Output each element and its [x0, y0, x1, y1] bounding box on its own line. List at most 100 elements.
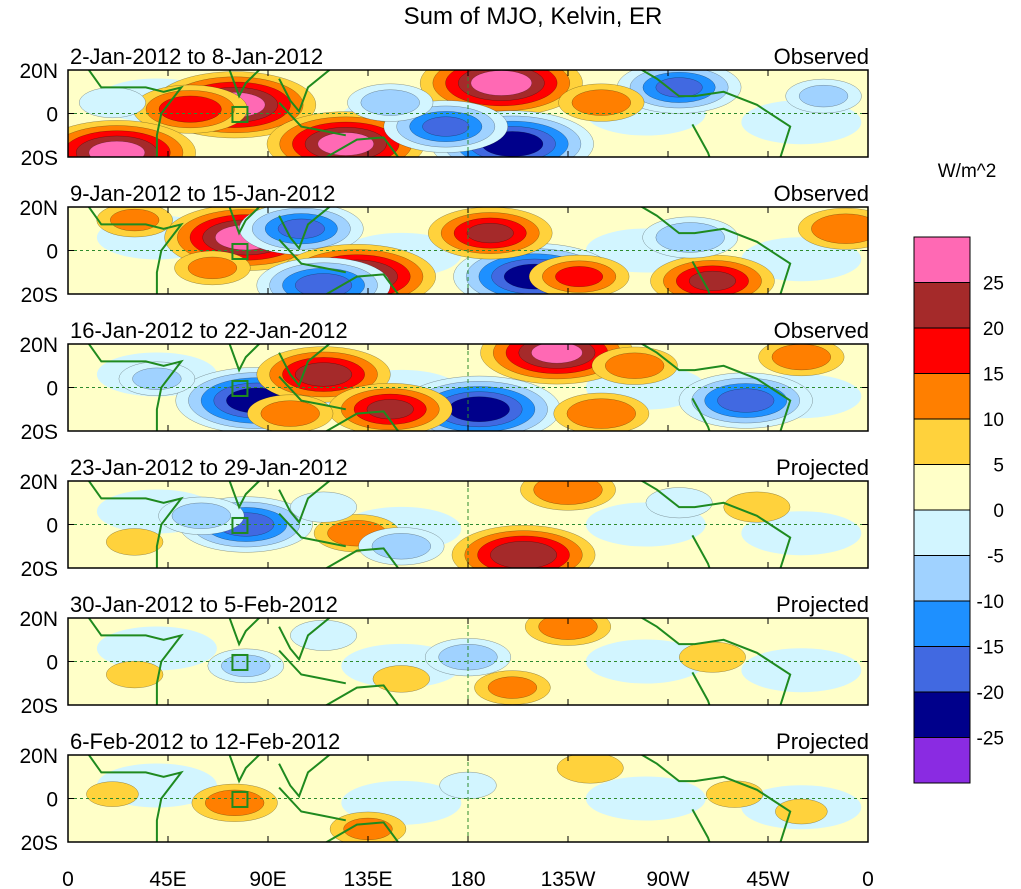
south-america-west-coast [691, 397, 711, 431]
y-tick-label: 20S [21, 147, 58, 170]
anomaly-contour [706, 780, 764, 808]
chart-title: Sum of MJO, Kelvin, ER [404, 3, 663, 30]
anomaly-contour [556, 755, 624, 784]
colorbar-swatch [913, 236, 971, 283]
units-label: W/m^2 [938, 161, 997, 182]
x-tick-label: 0 [862, 868, 874, 889]
panel-date-range: 30-Jan-2012 to 5-Feb-2012 [70, 592, 338, 617]
anomaly-field [96, 207, 868, 294]
panel-date-range: 9-Jan-2012 to 15-Jan-2012 [70, 181, 335, 206]
y-tick-label: 20S [21, 421, 58, 444]
reference-box [231, 242, 249, 260]
colorbar-label: 25 [983, 274, 1004, 295]
y-tick-label: 20N [19, 197, 58, 220]
australia-coast [324, 684, 400, 705]
anomaly-contour [106, 660, 164, 689]
panel-status: Observed [774, 318, 869, 343]
colorbar-swatch [913, 737, 971, 784]
y-tick-label: 20N [19, 334, 58, 357]
anomaly-contour [106, 528, 164, 556]
anomaly-contour [538, 618, 598, 640]
india-coast [228, 207, 261, 236]
coastlines [87, 755, 792, 842]
x-tick-label: 45E [149, 868, 186, 889]
india-coast [228, 70, 261, 99]
y-tick-label: 20S [21, 558, 58, 581]
panel-status: Projected [776, 455, 869, 480]
x-tick-label: 180 [450, 868, 485, 889]
panel-date-range: 16-Jan-2012 to 22-Jan-2012 [70, 318, 348, 343]
africa-coast [87, 70, 184, 157]
anomaly-contour [775, 798, 828, 825]
coastlines [87, 481, 792, 568]
indonesia-coast [278, 238, 346, 274]
anomaly-contour [171, 502, 231, 529]
anomaly-contour [88, 140, 146, 157]
indochina-coast [278, 481, 331, 525]
anomaly-contour [372, 665, 430, 693]
y-tick-label: 20N [19, 608, 58, 631]
anomaly-field [96, 618, 862, 705]
africa-coast [87, 344, 184, 431]
weak-anomaly [741, 648, 862, 693]
indochina-coast [278, 755, 331, 799]
india-coast [228, 755, 261, 784]
anomaly-contour [555, 266, 604, 287]
anomaly-field [96, 481, 862, 568]
americas-coast [640, 344, 792, 431]
colorbar-swatch [913, 418, 971, 465]
anomaly-contour [655, 77, 703, 98]
colorbar-swatch [913, 646, 971, 693]
anomaly-contour [605, 352, 665, 379]
anomaly-contour [290, 620, 357, 651]
anomaly-contour [717, 388, 775, 413]
anomaly-contour [490, 541, 557, 568]
panel-date-range: 6-Feb-2012 to 12-Feb-2012 [70, 729, 340, 754]
anomaly-contour [466, 223, 514, 244]
x-axis: 0 45E 90E 135E 180 135W 90W 45W 0 [62, 868, 874, 889]
americas-coast [640, 70, 792, 157]
australia-coast [324, 547, 400, 568]
anomaly-contour [110, 208, 160, 232]
y-tick-label: 0 [46, 241, 58, 264]
anomaly-contour [221, 654, 271, 677]
australia-coast [324, 821, 400, 842]
colorbar-label: -5 [987, 547, 1004, 568]
y-tick-label: 0 [46, 652, 58, 675]
reference-box [231, 516, 249, 534]
colorbar-label: 20 [983, 319, 1004, 340]
indochina-coast [278, 344, 331, 388]
anomaly-contour [371, 533, 431, 560]
anomaly-contour [158, 95, 222, 123]
panel-1: 20N 0 20S 2-Jan-2012 to 8-Jan-2012 Observed [19, 44, 869, 170]
anomaly-contour [470, 70, 533, 96]
coastlines [87, 618, 792, 705]
colorbar-label: -10 [977, 592, 1004, 613]
south-america-west-coast [691, 260, 711, 294]
anomaly-contour [187, 256, 238, 279]
anomaly-contour [688, 270, 736, 291]
reference-box [231, 379, 249, 397]
colorbar-label: 0 [993, 501, 1004, 522]
coastlines [87, 70, 792, 157]
south-america-west-coast [691, 671, 711, 705]
x-tick-label: 90E [249, 868, 286, 889]
colorbar-label: 5 [993, 456, 1004, 477]
coastlines [87, 207, 792, 294]
india-coast [228, 481, 261, 510]
indonesia-coast [278, 101, 346, 137]
africa-coast [87, 618, 184, 705]
colorbar-swatch [913, 373, 971, 420]
colorbar-swatch [913, 327, 971, 374]
coastlines [87, 344, 792, 431]
y-tick-label: 0 [46, 104, 58, 127]
india-coast [228, 344, 261, 373]
colorbar-label: 15 [983, 365, 1004, 386]
x-tick-label: 45W [746, 868, 789, 889]
anomaly-contour [360, 89, 420, 116]
anomaly-contour [86, 781, 139, 807]
anomaly-contour [645, 487, 713, 519]
africa-coast [87, 481, 184, 568]
